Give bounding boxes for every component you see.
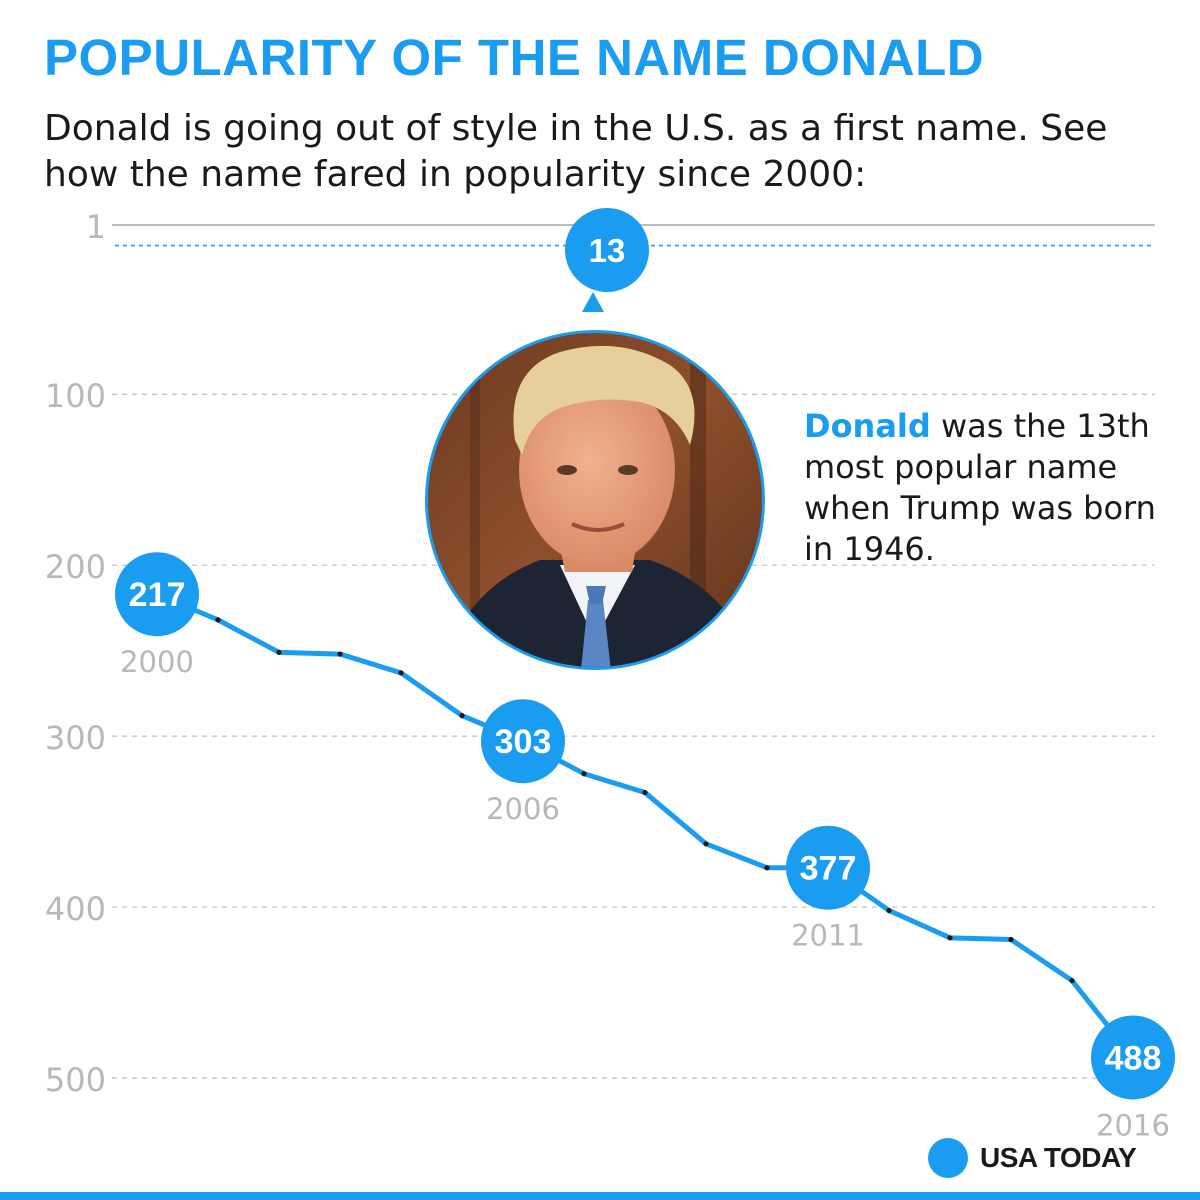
data-point-2001 xyxy=(215,617,221,623)
y-axis-ticks: 1 100 200 300 400 500 xyxy=(45,208,106,1099)
reference-bubble xyxy=(565,208,649,292)
highlight-value-2000: 217 xyxy=(129,576,186,614)
data-point-2002 xyxy=(276,649,282,655)
highlight-value-2006: 303 xyxy=(495,723,552,761)
highlight-value-2016: 488 xyxy=(1105,1039,1162,1077)
portrait-photo xyxy=(425,292,765,670)
callout-body: was the 13th most popular name when Trum… xyxy=(804,407,1156,568)
highlighted-points: 217 2000 303 2006 377 2011 488 2016 xyxy=(115,552,1175,1142)
y-tick-label-100: 100 xyxy=(45,377,106,415)
highlight-year-2000: 2000 xyxy=(120,645,194,679)
data-point-2008 xyxy=(642,789,648,796)
highlight-bubble-2006 xyxy=(481,699,565,784)
callout-highlight: Donald xyxy=(804,407,931,445)
data-point-2010 xyxy=(764,865,770,871)
data-point-2012 xyxy=(886,907,892,914)
highlight-year-2011: 2011 xyxy=(791,919,865,953)
page-title: POPULARITY OF THE NAME DONALD xyxy=(44,29,985,86)
y-tick-label-200: 200 xyxy=(45,548,106,586)
usa-today-logo: USA TODAY xyxy=(928,1138,1137,1178)
y-tick-label-400: 400 xyxy=(45,890,106,928)
page-subtitle: Donald is going out of style in the U.S.… xyxy=(44,108,1108,195)
callout-text: Donald was the 13th most popular name wh… xyxy=(804,406,1184,570)
pointer-arrow xyxy=(582,292,604,312)
data-point-2007 xyxy=(581,771,587,777)
y-tick-label-500: 500 xyxy=(45,1061,106,1099)
data-point-2004 xyxy=(398,670,404,676)
data-point-2003 xyxy=(337,651,343,657)
highlight-bubble-2011 xyxy=(786,825,870,910)
highlight-bubble-2000 xyxy=(115,552,199,637)
highlight-bubble-2016 xyxy=(1091,1015,1175,1100)
y-tick-label-300: 300 xyxy=(45,719,106,757)
y-tick-label-1: 1 xyxy=(86,208,106,246)
logo-dot-icon xyxy=(928,1138,968,1178)
series-line xyxy=(154,591,1136,1060)
highlight-value-2011: 377 xyxy=(800,850,857,888)
reference-label: 13 xyxy=(589,232,626,269)
bottom-rule xyxy=(0,1192,1200,1200)
data-point-2009 xyxy=(703,841,709,847)
data-point-2013 xyxy=(947,935,953,941)
data-point-2005 xyxy=(459,713,465,719)
highlight-year-2016: 2016 xyxy=(1096,1108,1170,1142)
data-point-2015 xyxy=(1069,977,1075,984)
logo-text: USA TODAY xyxy=(980,1142,1137,1173)
data-point-2014 xyxy=(1008,936,1014,943)
highlight-year-2006: 2006 xyxy=(486,792,560,826)
